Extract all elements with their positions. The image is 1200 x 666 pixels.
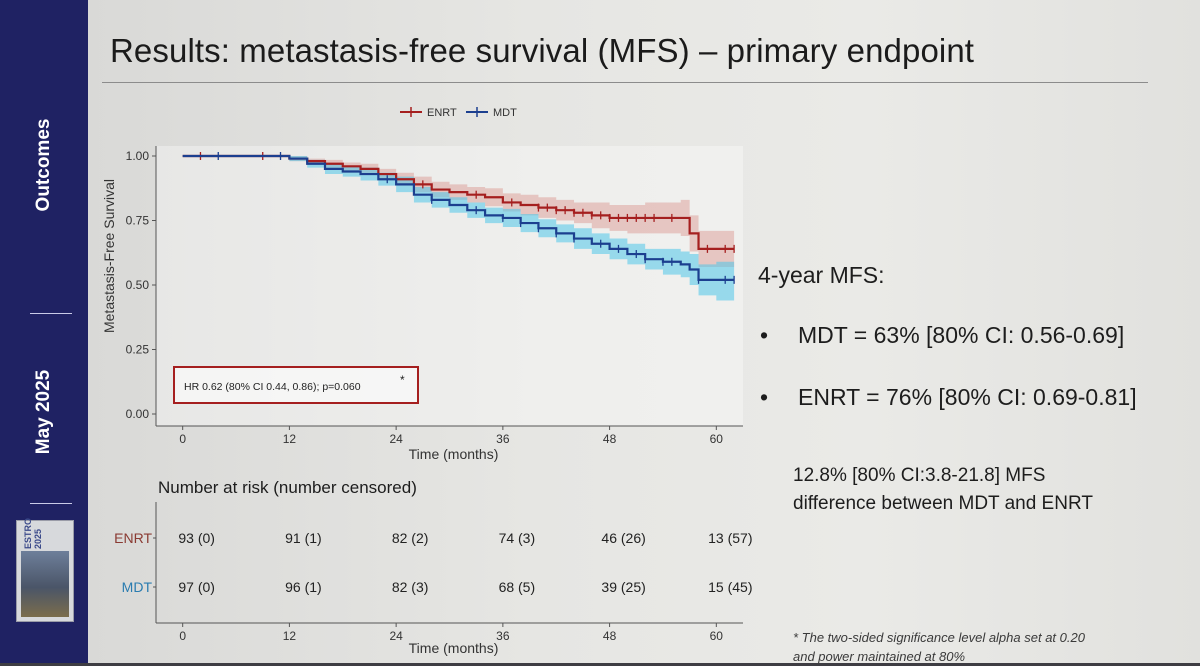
mfs-difference: 12.8% [80% CI:3.8-21.8] MFS difference b… xyxy=(793,462,1093,518)
y-axis-label: Metastasis-Free Survival xyxy=(101,179,117,333)
risk-cell: 97 (0) xyxy=(178,579,215,595)
legend-label: ENRT xyxy=(427,107,457,119)
logo-image xyxy=(21,551,69,617)
difference-line: 12.8% [80% CI:3.8-21.8] MFS xyxy=(793,465,1046,486)
slide-title: Results: metastasis-free survival (MFS) … xyxy=(110,32,975,69)
risk-row-label: ENRT xyxy=(114,530,152,546)
mfs-heading: 4-year MFS: xyxy=(758,262,885,288)
risk-cell: 13 (57) xyxy=(708,530,752,546)
risk-x-tick-label: 48 xyxy=(603,629,617,643)
risk-cell: 93 (0) xyxy=(178,530,215,546)
difference-line: difference between MDT and ENRT xyxy=(793,493,1093,514)
enrt-confidence-band xyxy=(182,156,735,270)
bullet-enrt: • ENRT = 76% [80% CI: 0.69-0.81] xyxy=(760,384,1137,411)
risk-x-tick-label: 0 xyxy=(179,629,186,643)
bullet-symbol: • xyxy=(760,384,769,410)
x-tick-label: 12 xyxy=(283,432,297,446)
chart-legend: ENRT MDT xyxy=(400,107,517,119)
sidebar-date-label: May 2025 xyxy=(33,369,54,455)
risk-cell: 74 (3) xyxy=(499,530,536,546)
chart-axes: 0.00 0.25 0.50 0.75 1.00 0 12 24 36 48 60 Time (mon… xyxy=(101,146,743,462)
x-tick-label: 36 xyxy=(496,432,510,446)
risk-cell: 68 (5) xyxy=(499,579,536,595)
sidebar-section-label: Outcomes xyxy=(33,118,54,212)
footnote-line: * The two-sided significance level alpha… xyxy=(793,630,1085,645)
bullet-text: ENRT = 76% [80% CI: 0.69-0.81] xyxy=(798,384,1137,410)
annotation-text: HR 0.62 (80% CI 0.44, 0.86); p=0.060 xyxy=(184,381,361,393)
risk-cell: 91 (1) xyxy=(285,530,322,546)
y-tick-label: 0.00 xyxy=(126,407,150,421)
bullet-mdt: • MDT = 63% [80% CI: 0.56-0.69] xyxy=(760,322,1124,349)
annotation-box xyxy=(173,366,419,404)
title-divider xyxy=(102,82,1148,83)
risk-cell: 82 (2) xyxy=(392,530,429,546)
risk-cell: 39 (25) xyxy=(601,579,645,595)
y-tick-label: 0.25 xyxy=(126,343,150,357)
sidebar-divider xyxy=(30,503,72,504)
risk-cell: 46 (26) xyxy=(601,530,645,546)
x-tick-label: 60 xyxy=(710,432,724,446)
risk-x-tick-label: 24 xyxy=(389,629,403,643)
logo-text: ESTRO 2025 xyxy=(23,517,43,549)
risk-row-label: MDT xyxy=(122,579,153,595)
hr-annotation: HR 0.62 (80% CI 0.44, 0.86); p=0.060 * xyxy=(173,366,419,404)
y-tick-label: 1.00 xyxy=(126,149,150,163)
sidebar: Outcomes May 2025 ESTRO 2025 xyxy=(0,0,88,663)
risk-cell: 82 (3) xyxy=(392,579,429,595)
footnote-line: and power maintained at 80% xyxy=(793,649,966,664)
sidebar-divider xyxy=(30,313,72,314)
y-tick-label: 0.75 xyxy=(126,214,150,228)
x-tick-label: 24 xyxy=(389,432,403,446)
survival-chart: ENRT MDT 0.00 0.25 0.50 0.75 1.00 0 12 24 36 48 60 T… xyxy=(101,107,752,656)
risk-x-tick-label: 36 xyxy=(496,629,510,643)
bullet-text: MDT = 63% [80% CI: 0.56-0.69] xyxy=(798,322,1125,348)
bullet-symbol: • xyxy=(760,322,769,348)
risk-x-axis-label: Time (months) xyxy=(409,640,499,656)
slide: Results: metastasis-free survival (MFS) … xyxy=(88,0,1200,666)
enrt-survival-line xyxy=(182,154,735,250)
risk-table-title: Number at risk (number censored) xyxy=(158,478,417,497)
footnote: * The two-sided significance level alpha… xyxy=(793,628,1085,666)
risk-cell: 15 (45) xyxy=(708,579,752,595)
x-tick-label: 0 xyxy=(179,432,186,446)
x-axis-label: Time (months) xyxy=(409,446,499,462)
y-tick-label: 0.50 xyxy=(126,278,150,292)
risk-x-tick-label: 12 xyxy=(283,629,297,643)
x-tick-label: 48 xyxy=(603,432,617,446)
conference-logo: ESTRO 2025 xyxy=(16,518,74,622)
risk-cell: 96 (1) xyxy=(285,579,322,595)
risk-table: Number at risk (number censored) ENRT 93 (… xyxy=(114,478,752,656)
annotation-mark: * xyxy=(400,373,405,387)
risk-x-tick-label: 60 xyxy=(710,629,724,643)
legend-label: MDT xyxy=(493,107,517,119)
